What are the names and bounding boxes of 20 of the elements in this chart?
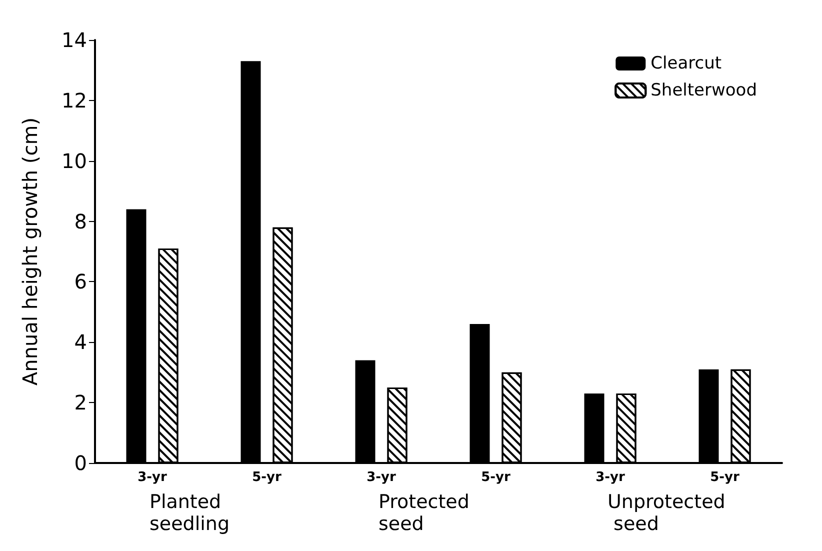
x-tick-label: 5-yr: [252, 470, 282, 485]
y-tick-label: 10: [62, 148, 87, 173]
text: Protected seed: [378, 491, 476, 535]
y-tick-label: 2: [74, 390, 87, 415]
y-axis-title: Annual height growth (cm): [18, 117, 42, 386]
y-tick-label: 14: [62, 28, 87, 52]
legend-label: Clearcut: [650, 54, 722, 74]
y-tick-label: 12: [62, 88, 87, 112]
x-tick-label: 3-yr: [138, 470, 168, 485]
text: Unprotected seed: [608, 491, 726, 535]
x-tick-label: 3-yr: [596, 470, 626, 485]
y-tick-label: 8: [74, 209, 87, 234]
y-tick-label: 6: [74, 270, 87, 294]
y-tick-label: 4: [74, 330, 87, 354]
legend-label: Shelterwood: [650, 80, 757, 100]
text: Planted seedling: [150, 491, 230, 535]
x-tick-label: 5-yr: [710, 470, 740, 485]
x-tick-label: 5-yr: [481, 470, 511, 485]
y-tick-label: 0: [74, 451, 87, 475]
x-tick-label: 3-yr: [366, 470, 396, 485]
